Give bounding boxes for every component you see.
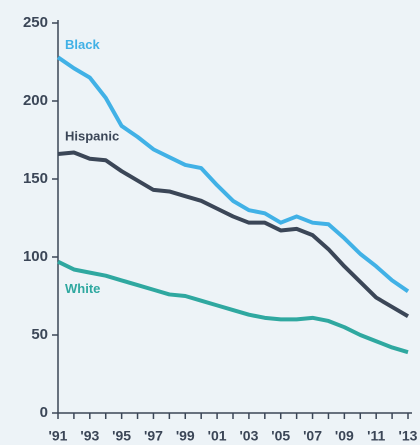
x-tick-label: '09 [335,428,354,444]
x-tick-label: '11 [367,428,385,444]
y-tick-label: 100 [23,248,48,265]
y-tick-label: 250 [23,14,48,31]
series-line [57,150,410,319]
x-tick-label: '99 [176,428,195,444]
x-tick-label: '01 [208,428,227,444]
x-tick-label: '95 [112,428,131,444]
y-tick-label: 200 [23,92,48,109]
series-label: White [65,281,100,296]
x-tick-label: '97 [144,428,163,444]
x-tick-label: '07 [303,428,322,444]
x-tick-label: '91 [49,428,68,444]
x-tick-label: '03 [239,428,258,444]
series-line [57,259,409,355]
x-tick-label: '93 [80,428,99,444]
y-tick-label: 0 [40,404,48,421]
series-label: Hispanic [65,128,119,143]
series-line [56,55,410,293]
y-tick-label: 150 [23,170,48,187]
y-tick-label: 50 [31,326,48,343]
series-label: Black [65,37,100,52]
x-tick-label: '13 [399,428,418,444]
x-tick-label: '05 [271,428,290,444]
